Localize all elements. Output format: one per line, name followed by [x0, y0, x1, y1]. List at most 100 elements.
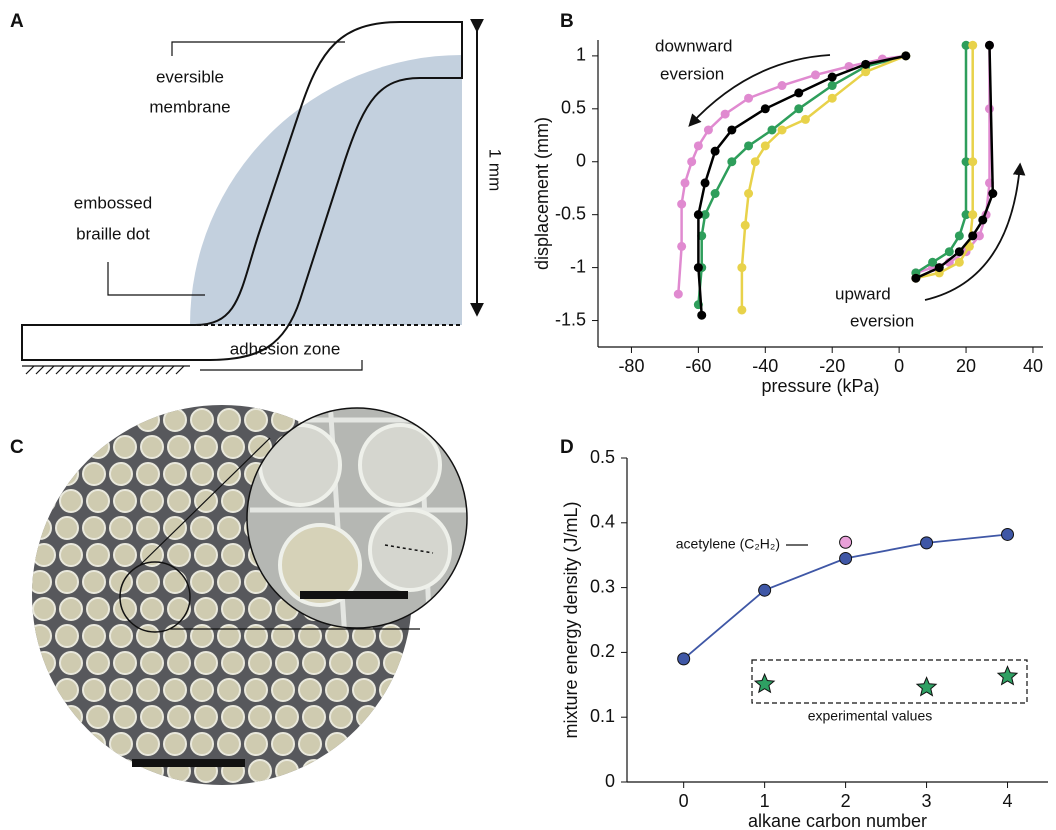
well [163, 570, 187, 594]
well [221, 489, 245, 513]
well [163, 678, 187, 702]
well [32, 678, 52, 702]
point [961, 157, 971, 167]
well [55, 462, 79, 486]
well [329, 651, 353, 675]
well [32, 408, 52, 432]
point [944, 247, 954, 257]
well [136, 570, 160, 594]
well [275, 651, 299, 675]
point [697, 310, 707, 320]
well [109, 732, 133, 756]
point [677, 241, 687, 251]
point [794, 88, 804, 98]
well [86, 489, 110, 513]
well [302, 705, 326, 729]
point [687, 157, 697, 167]
well [32, 543, 56, 567]
panel-label: A [10, 11, 24, 32]
scale-bar [132, 759, 245, 767]
point [861, 67, 871, 77]
well [190, 462, 214, 486]
well [136, 516, 160, 540]
well [32, 651, 56, 675]
point [710, 189, 720, 198]
well [55, 624, 79, 648]
point [744, 93, 754, 103]
well [113, 705, 137, 729]
point [677, 199, 687, 209]
point [760, 104, 770, 114]
well [248, 597, 272, 621]
well [82, 570, 106, 594]
point [827, 81, 837, 91]
annotation: upward [835, 284, 891, 303]
well [329, 705, 353, 729]
point [928, 257, 938, 267]
well [109, 408, 133, 432]
well [352, 732, 376, 756]
well [244, 408, 268, 432]
well [379, 624, 403, 648]
point [693, 210, 703, 220]
y-tick-label: 0 [576, 150, 586, 170]
well [275, 759, 299, 783]
well [136, 462, 160, 486]
point [794, 104, 804, 114]
well [221, 543, 245, 567]
well [271, 624, 295, 648]
x-tick-label: -20 [819, 356, 845, 376]
well [379, 732, 403, 756]
hatching [22, 365, 190, 375]
point [767, 125, 777, 135]
well [271, 732, 295, 756]
well [190, 408, 214, 432]
well [167, 597, 191, 621]
point [720, 109, 730, 119]
well [271, 678, 295, 702]
well [136, 624, 160, 648]
experimental-box [751, 659, 1028, 704]
well [383, 759, 407, 783]
well [194, 651, 218, 675]
annotation: acetylene (C₂H₂) [676, 536, 780, 552]
x-axis-label: alkane carbon number [748, 811, 927, 830]
well [82, 678, 106, 702]
point [744, 189, 754, 198]
well [383, 651, 407, 675]
point [839, 551, 853, 565]
well [86, 435, 110, 459]
point [968, 157, 978, 167]
well [32, 759, 56, 783]
leader-line [171, 41, 345, 56]
point [827, 93, 837, 103]
annotation: experimental values [808, 708, 933, 724]
well [32, 732, 52, 756]
y-tick-label: 0 [605, 771, 615, 791]
point [961, 40, 971, 50]
x-tick-label: 3 [922, 791, 932, 811]
well [59, 705, 83, 729]
well [217, 624, 241, 648]
well [190, 624, 214, 648]
well [32, 597, 56, 621]
label: braille dot [76, 224, 150, 243]
x-tick-label: 4 [1003, 791, 1013, 811]
label: adhesion zone [230, 339, 341, 358]
well [136, 678, 160, 702]
point [700, 210, 710, 220]
well [109, 678, 133, 702]
well [221, 597, 245, 621]
well [86, 705, 110, 729]
point [954, 231, 964, 241]
point [758, 583, 772, 597]
y-tick-label: 0.5 [561, 98, 586, 118]
point [988, 189, 998, 198]
annotation: eversion [660, 64, 724, 83]
well [86, 759, 110, 783]
scale-bar [300, 591, 408, 599]
y-tick-label: 0.3 [590, 576, 615, 596]
well [140, 489, 164, 513]
point [810, 70, 820, 80]
